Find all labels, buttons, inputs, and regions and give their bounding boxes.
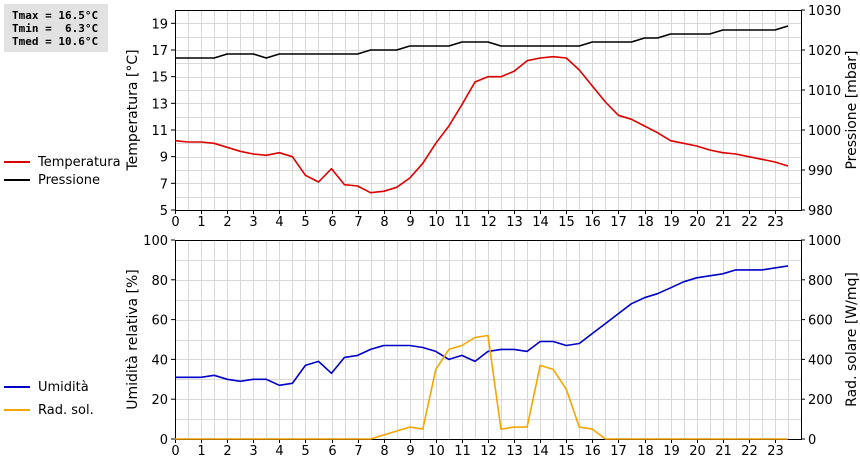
legend-item-pressure: Pressione xyxy=(4,172,100,188)
legend-item-temperature: Temperatura xyxy=(4,154,121,170)
tmin-label: Tmin = 6.3°C xyxy=(12,22,99,35)
y-tick-label-left: 15 xyxy=(151,71,168,86)
y-tick-label-right: 1020 xyxy=(808,44,841,59)
legend-line-temperature xyxy=(4,161,30,163)
legend-item-humidity: Umidità xyxy=(4,379,89,395)
stats-panel: Tmax = 16.5°C Tmin = 6.3°C Tmed = 10.6°C xyxy=(4,4,108,52)
x-tick-label: 6 xyxy=(328,215,336,230)
y-tick-label-right: 200 xyxy=(808,393,833,408)
x-tick-label: 22 xyxy=(741,215,758,230)
y-tick-label-right: 600 xyxy=(808,314,833,329)
x-tick-label: 16 xyxy=(584,215,601,230)
y-tick-label-right: 1000 xyxy=(808,124,841,139)
x-tick-label: 7 xyxy=(354,215,362,230)
legend-label-pressure: Pressione xyxy=(38,172,101,188)
x-tick-label: 14 xyxy=(532,444,549,459)
x-tick-label: 17 xyxy=(610,215,627,230)
x-tick-label: 13 xyxy=(506,444,523,459)
x-tick-label: 12 xyxy=(480,215,497,230)
y-axis-title-right: Rad. solare [W/mq] xyxy=(844,272,860,407)
y-tick-label-left: 5 xyxy=(160,204,168,219)
legend-label-radiation: Rad. sol. xyxy=(38,402,94,418)
y-axis-title-right: Pressione [mbar] xyxy=(844,50,860,169)
y-tick-label-left: 80 xyxy=(151,274,168,289)
x-tick-label: 19 xyxy=(663,215,680,230)
x-tick-label: 23 xyxy=(767,444,784,459)
y-tick-label-right: 990 xyxy=(808,164,833,179)
legend-item-radiation: Rad. sol. xyxy=(4,402,94,418)
x-tick-label: 5 xyxy=(301,215,309,230)
x-tick-label: 10 xyxy=(428,215,445,230)
x-tick-label: 3 xyxy=(249,444,257,459)
y-tick-label-right: 980 xyxy=(808,204,833,219)
x-tick-label: 10 xyxy=(428,444,445,459)
series-line-temperatura xyxy=(174,55,789,194)
y-tick-label-right: 1000 xyxy=(808,234,841,249)
y-tick-label-left: 17 xyxy=(151,44,168,59)
x-tick-label: 17 xyxy=(610,444,627,459)
x-tick-label: 11 xyxy=(454,444,471,459)
y-tick-label-left: 20 xyxy=(151,393,168,408)
x-tick-label: 4 xyxy=(275,444,283,459)
x-tick-label: 8 xyxy=(380,444,388,459)
x-tick-label: 1 xyxy=(197,444,205,459)
x-tick-label: 5 xyxy=(301,444,309,459)
x-tick-label: 2 xyxy=(223,215,231,230)
x-tick-label: 19 xyxy=(663,444,680,459)
legend-line-pressure xyxy=(4,179,30,181)
y-tick-label-left: 7 xyxy=(160,177,168,192)
series-line-umidit xyxy=(175,265,789,387)
series-line-rad-sol xyxy=(175,334,788,440)
y-tick-label-right: 1030 xyxy=(808,4,841,19)
x-tick-label: 16 xyxy=(584,444,601,459)
x-tick-label: 0 xyxy=(171,215,179,230)
tmax-label: Tmax = 16.5°C xyxy=(12,9,99,22)
x-tick-label: 9 xyxy=(406,444,414,459)
x-tick-label: 0 xyxy=(171,444,179,459)
x-tick-label: 20 xyxy=(689,444,706,459)
x-tick-label: 8 xyxy=(380,215,388,230)
y-tick-label-right: 400 xyxy=(808,353,833,368)
x-tick-label: 23 xyxy=(767,215,784,230)
y-tick-label-left: 100 xyxy=(143,234,168,249)
y-axis-title-left: Temperatura [°C] xyxy=(125,49,141,171)
x-tick-label: 9 xyxy=(406,215,414,230)
y-tick-label-right: 800 xyxy=(808,274,833,289)
x-tick-label: 2 xyxy=(223,444,231,459)
y-tick-label-left: 19 xyxy=(151,17,168,32)
x-tick-label: 7 xyxy=(354,444,362,459)
x-tick-label: 21 xyxy=(715,444,732,459)
x-tick-label: 15 xyxy=(558,444,575,459)
x-tick-label: 1 xyxy=(197,215,205,230)
x-tick-label: 18 xyxy=(637,444,654,459)
y-axis-title-left: Umidità relativa [%] xyxy=(125,269,141,410)
y-tick-label-right: 0 xyxy=(808,433,816,448)
x-tick-label: 13 xyxy=(506,215,523,230)
x-tick-label: 14 xyxy=(532,215,549,230)
y-tick-label-left: 0 xyxy=(160,433,168,448)
x-tick-label: 4 xyxy=(275,215,283,230)
legend-label-humidity: Umidità xyxy=(38,379,89,395)
y-tick-label-left: 9 xyxy=(160,151,168,166)
y-tick-label-left: 13 xyxy=(151,97,168,112)
x-tick-label: 22 xyxy=(741,444,758,459)
legend-label-temperature: Temperatura xyxy=(38,154,121,170)
x-tick-label: 20 xyxy=(689,215,706,230)
tmed-label: Tmed = 10.6°C xyxy=(12,35,99,48)
series-line-pressione xyxy=(175,25,789,59)
y-tick-label-left: 60 xyxy=(151,314,168,329)
x-tick-label: 15 xyxy=(558,215,575,230)
x-tick-label: 18 xyxy=(637,215,654,230)
y-tick-label-left: 40 xyxy=(151,353,168,368)
x-tick-label: 11 xyxy=(454,215,471,230)
legend-line-humidity xyxy=(4,386,30,388)
x-tick-label: 3 xyxy=(249,215,257,230)
x-tick-label: 21 xyxy=(715,215,732,230)
x-tick-label: 12 xyxy=(480,444,497,459)
legend-line-radiation xyxy=(4,409,30,411)
y-tick-label-right: 1010 xyxy=(808,84,841,99)
x-tick-label: 6 xyxy=(328,444,336,459)
y-tick-label-left: 11 xyxy=(151,124,168,139)
